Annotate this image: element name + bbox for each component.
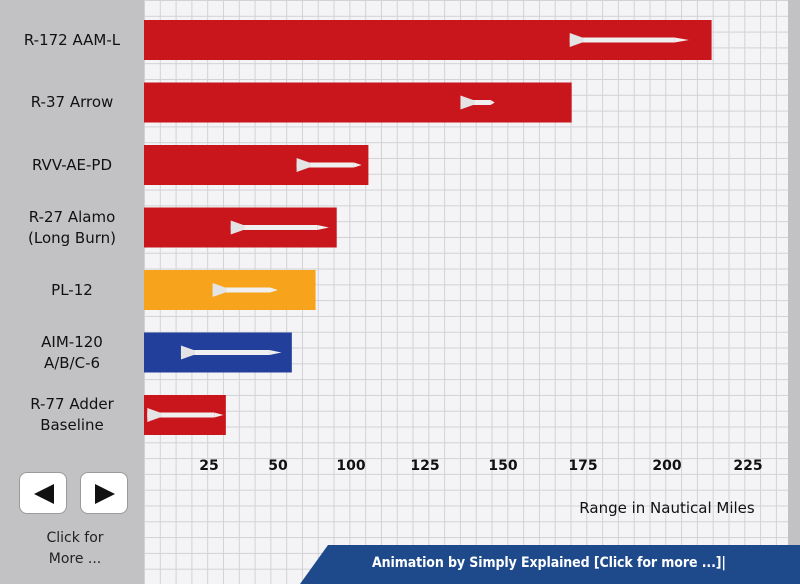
category-label: RVV-AE-PD: [31, 155, 113, 174]
category-label: R-77 Adder Baseline: [30, 395, 114, 434]
x-tick-label: 200: [652, 458, 682, 474]
next-button[interactable]: [80, 472, 128, 514]
category-label: AIM-120 A/B/C-6: [41, 332, 103, 372]
bar-group: [144, 270, 316, 310]
x-tick-label: 125: [410, 458, 440, 474]
x-tick-label: 100: [336, 458, 366, 474]
missile-icon: [147, 408, 224, 422]
x-tick-label: 225: [733, 458, 763, 474]
missile-icon: [230, 220, 330, 235]
bar-group: [144, 332, 292, 373]
left-arrow-icon: [34, 484, 54, 504]
bar-group: [144, 20, 712, 60]
x-tick-label: 50: [268, 458, 288, 474]
x-axis-label: Range in Nautical Miles: [579, 499, 755, 517]
bar-group: [144, 207, 337, 248]
credits-banner[interactable]: [300, 545, 800, 584]
missile-icon: [569, 33, 689, 47]
x-tick-label: 150: [488, 458, 518, 474]
right-arrow-icon: [95, 484, 115, 504]
bar-group: [144, 395, 226, 435]
prev-button[interactable]: [19, 472, 67, 514]
bar-group: [144, 82, 572, 123]
missile-icon: [460, 95, 495, 110]
missile-icon: [180, 345, 282, 360]
x-tick-label: 25: [199, 458, 219, 474]
click-for-more-text: Click for More ...: [46, 530, 104, 567]
bar: [144, 82, 572, 123]
category-label: R-37 Arrow: [30, 93, 114, 111]
missile-icon: [212, 283, 278, 297]
bar-group: [144, 145, 369, 185]
x-tick-label: 175: [568, 458, 598, 474]
category-label: R-27 Alamo (Long Burn): [28, 207, 116, 247]
category-label: PL-12: [51, 280, 93, 299]
category-label: R-172 AAM-L: [23, 30, 121, 49]
missile-icon: [296, 158, 362, 172]
right-border: [788, 0, 800, 584]
